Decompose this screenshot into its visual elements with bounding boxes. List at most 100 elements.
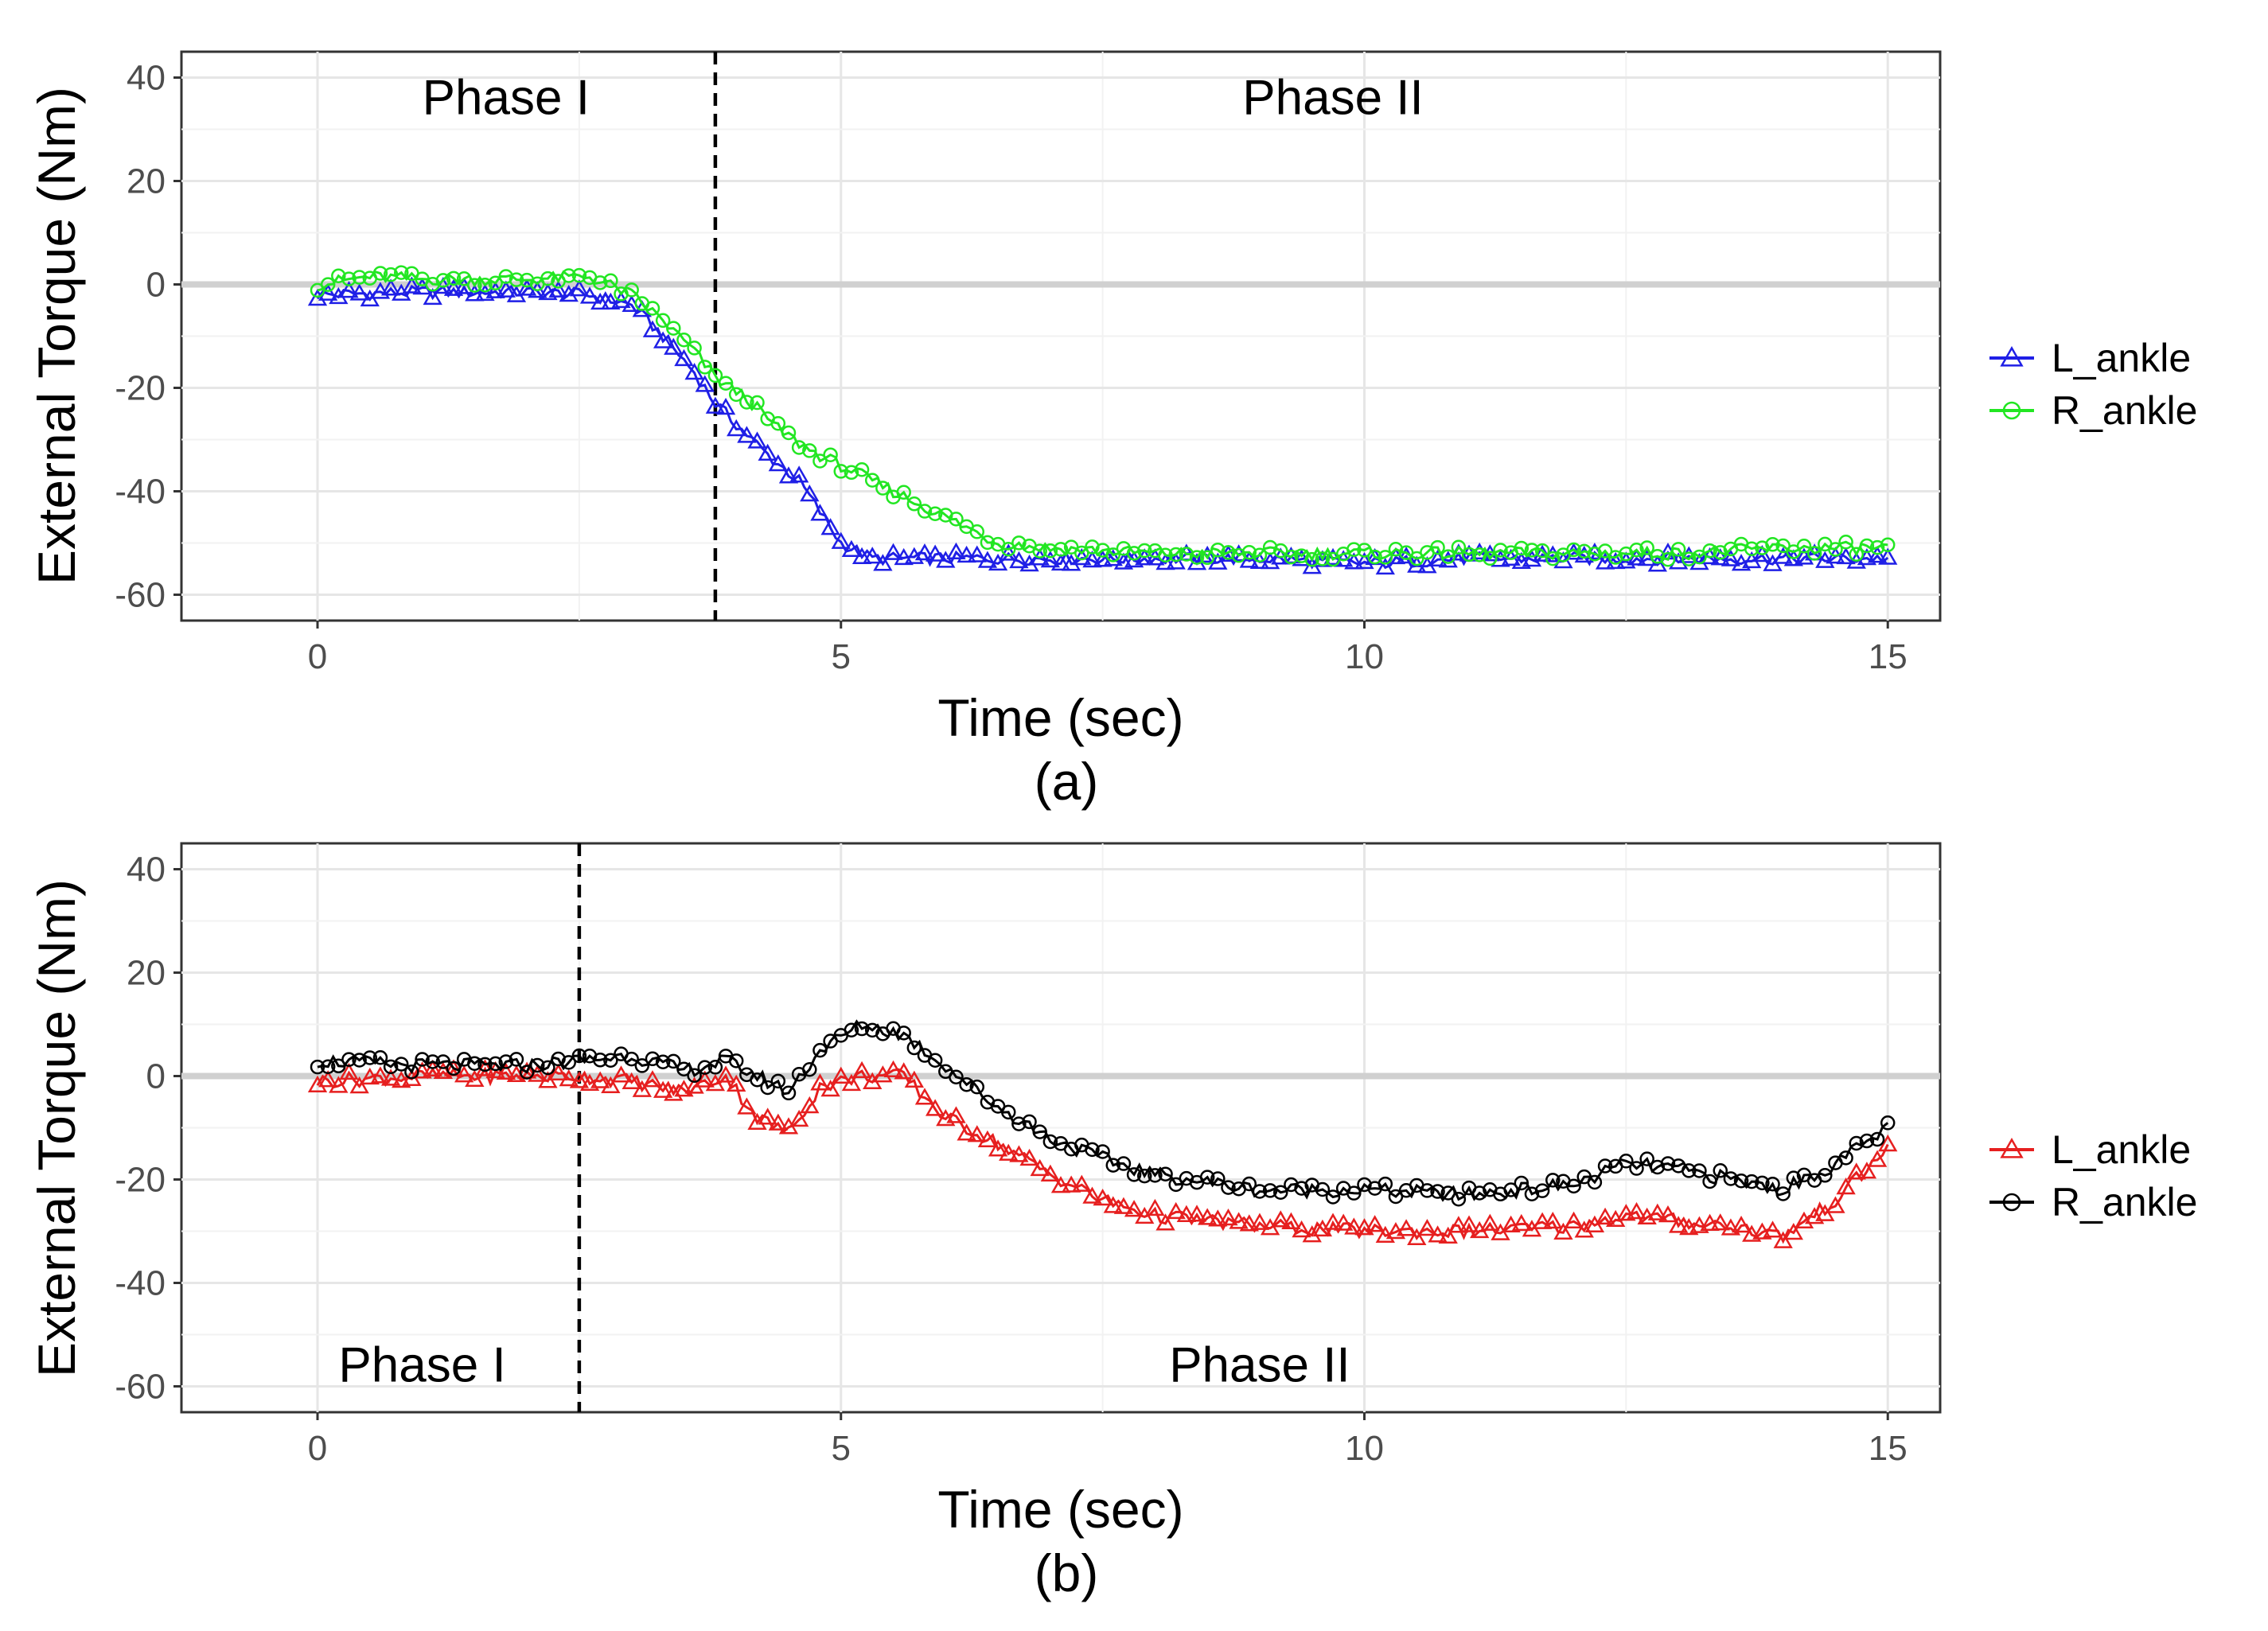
data-point bbox=[758, 1107, 777, 1125]
data-point bbox=[1346, 1185, 1362, 1201]
data-point bbox=[645, 301, 661, 316]
data-point bbox=[802, 1062, 817, 1077]
data-point bbox=[349, 1076, 369, 1094]
data-point bbox=[1826, 1196, 1845, 1213]
data-point bbox=[509, 1052, 524, 1067]
series-line bbox=[317, 270, 1888, 562]
data-point bbox=[1430, 1184, 1445, 1199]
data-point bbox=[1857, 1162, 1877, 1179]
data-point bbox=[1187, 1205, 1207, 1222]
data-point bbox=[687, 1068, 702, 1084]
data-point bbox=[1786, 1170, 1802, 1185]
data-point bbox=[1239, 1214, 1259, 1232]
data-point bbox=[1357, 543, 1372, 558]
data-point bbox=[360, 1067, 380, 1085]
data-point bbox=[676, 1061, 692, 1076]
y-tick-label: 40 bbox=[127, 59, 166, 98]
data-point bbox=[1093, 1188, 1113, 1206]
data-point bbox=[590, 1071, 610, 1088]
data-point bbox=[1124, 1200, 1144, 1217]
data-point bbox=[1136, 1168, 1152, 1184]
data-point bbox=[718, 376, 734, 391]
series-line bbox=[316, 1066, 1889, 1244]
data-point bbox=[988, 553, 1008, 571]
data-point bbox=[1451, 539, 1467, 555]
data-point bbox=[1765, 1176, 1780, 1192]
data-point bbox=[1658, 1205, 1678, 1223]
data-point bbox=[1471, 1185, 1487, 1201]
data-point bbox=[810, 1073, 830, 1091]
data-point bbox=[611, 290, 631, 309]
data-point bbox=[896, 1026, 911, 1041]
data-point bbox=[456, 271, 472, 286]
data-point bbox=[352, 1053, 367, 1068]
data-point bbox=[666, 321, 681, 336]
data-point bbox=[1710, 1213, 1730, 1231]
x-tick-label: 10 bbox=[1345, 637, 1384, 676]
data-point bbox=[1859, 538, 1875, 554]
data-point bbox=[1262, 539, 1278, 555]
data-point bbox=[1000, 542, 1016, 557]
data-point bbox=[750, 1072, 765, 1088]
data-point bbox=[758, 443, 777, 461]
data-point bbox=[394, 265, 409, 280]
data-point bbox=[917, 504, 933, 519]
y-tick-label: -40 bbox=[115, 473, 166, 512]
data-point bbox=[1503, 1182, 1518, 1197]
data-point bbox=[1367, 549, 1382, 565]
data-point bbox=[1647, 555, 1667, 572]
data-point bbox=[362, 1050, 378, 1065]
ticks-b: 0 5 10 15 40 20 0 -20 -40 -60 bbox=[115, 851, 1907, 1469]
data-point bbox=[1619, 1154, 1634, 1169]
data-point bbox=[1281, 1212, 1301, 1229]
data-point bbox=[1155, 1213, 1175, 1231]
data-point bbox=[488, 1056, 503, 1072]
series-R_ankle bbox=[310, 1019, 1896, 1207]
data-point bbox=[1744, 541, 1759, 556]
data-point bbox=[1136, 543, 1152, 559]
data-point bbox=[778, 466, 799, 484]
data-point bbox=[875, 481, 890, 496]
data-point bbox=[1346, 542, 1362, 557]
data-point bbox=[1867, 546, 1888, 563]
data-point bbox=[1176, 1205, 1197, 1222]
data-point bbox=[1826, 547, 1845, 564]
data-point bbox=[894, 547, 914, 566]
data-point bbox=[1514, 540, 1530, 556]
data-point bbox=[1103, 549, 1123, 566]
panel-a: Phase I Phase II 0 5 10 15 40 20 0 -20 -40 -60 Tim… bbox=[27, 50, 2197, 811]
data-point bbox=[467, 1056, 482, 1071]
data-point bbox=[1818, 1168, 1833, 1183]
data-point bbox=[1849, 547, 1865, 562]
legend-key-marker bbox=[2000, 1137, 2024, 1158]
y-tick-label: 0 bbox=[146, 1057, 166, 1096]
data-point bbox=[571, 267, 587, 283]
data-point bbox=[653, 331, 673, 348]
data-point bbox=[844, 465, 859, 481]
data-point bbox=[1050, 1176, 1071, 1193]
series-line bbox=[317, 1019, 1889, 1202]
data-point bbox=[1679, 1218, 1699, 1236]
data-point bbox=[1032, 543, 1047, 559]
data-point bbox=[927, 506, 943, 521]
data-point bbox=[1836, 1177, 1856, 1195]
data-point bbox=[1773, 547, 1793, 564]
data-point bbox=[906, 496, 922, 512]
data-point bbox=[1105, 1158, 1121, 1173]
data-point bbox=[1682, 1163, 1697, 1178]
series-a bbox=[307, 265, 1898, 575]
data-point bbox=[1650, 549, 1666, 564]
data-point bbox=[454, 1065, 474, 1083]
data-point bbox=[392, 1070, 411, 1088]
data-point bbox=[1378, 1176, 1393, 1192]
data-point bbox=[854, 1021, 870, 1037]
data-point bbox=[310, 1059, 325, 1075]
data-point bbox=[957, 1123, 976, 1141]
data-point bbox=[1668, 1216, 1689, 1233]
data-point bbox=[770, 1073, 786, 1089]
data-point bbox=[789, 465, 809, 483]
data-point bbox=[320, 277, 336, 292]
data-point bbox=[331, 1058, 346, 1074]
data-point bbox=[331, 268, 346, 283]
x-tick-label: 15 bbox=[1869, 637, 1908, 676]
